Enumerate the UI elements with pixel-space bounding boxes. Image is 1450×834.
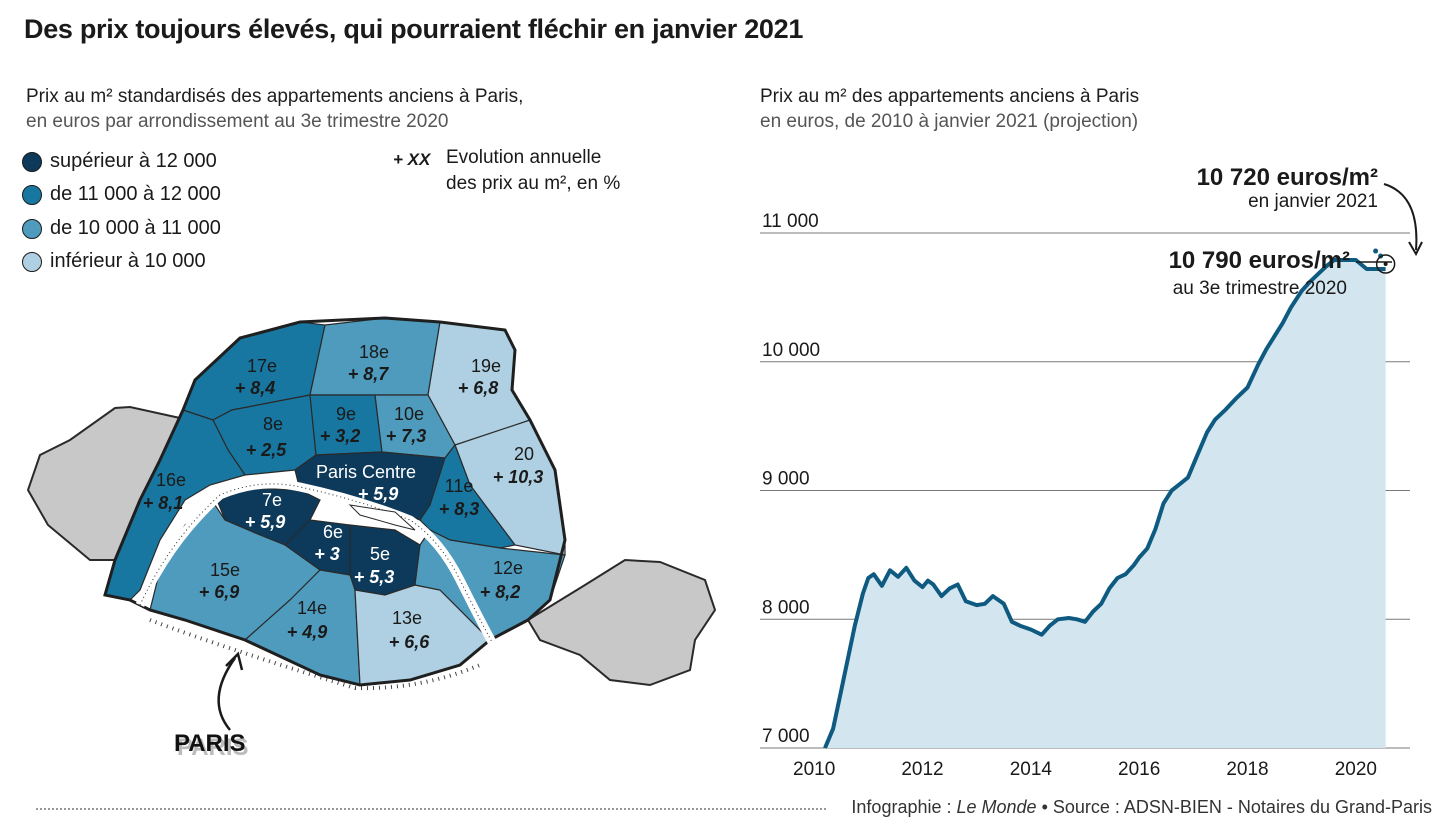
projection-dot: [1373, 248, 1379, 254]
arr-name: 6e: [323, 522, 343, 542]
y-tick-label: 11 000: [762, 211, 819, 232]
x-tick-label: 2016: [1118, 759, 1160, 780]
evolution-line2: des prix au m², en %: [446, 173, 621, 194]
paris-map: 17e + 8,4 18e + 8,7 19e + 6,8 8e + 2,5 9…: [26, 316, 717, 761]
arr-value: + 7,3: [386, 426, 427, 446]
arr-name: 14e: [297, 598, 327, 618]
footer-credit: Infographie : Le Monde • Source : ADSN-B…: [851, 797, 1432, 818]
arr-name: 8e: [263, 414, 283, 434]
x-tick-label: 2010: [793, 759, 835, 780]
arr-value: + 5,3: [354, 567, 395, 587]
legend-swatch: [22, 218, 42, 239]
arr-value: + 8,1: [143, 493, 184, 513]
y-tick-label: 10 000: [762, 340, 820, 361]
ile-de-la-cite: [348, 504, 416, 531]
annotation-january-label: en janvier 2021: [1248, 191, 1378, 212]
arr-value: + 3: [314, 544, 340, 564]
arr-name: 13e: [392, 608, 422, 628]
projection-marker: [1375, 254, 1396, 274]
y-tick-label: 9 000: [762, 469, 810, 490]
arr-value: + 5,9: [245, 512, 286, 532]
map-subtitle-line2: en euros par arrondissement au 3e trimes…: [26, 111, 449, 132]
legend-item: inférieur à 10 000: [22, 250, 206, 273]
legend-swatch: [22, 184, 42, 205]
arr-value: + 6,9: [199, 582, 240, 602]
arr-value: + 6,8: [458, 378, 499, 398]
map-subtitle-line1: Prix au m² standardisés des appartements…: [26, 86, 524, 107]
legend-item: de 10 000 à 11 000: [22, 217, 221, 240]
footer-prefix: Infographie :: [851, 797, 957, 817]
city-label-shadow: PARIS: [177, 734, 249, 761]
arr-name: 9e: [336, 404, 356, 424]
chart-subtitle: en euros, de 2010 à janvier 2021 (projec…: [760, 111, 1139, 132]
projection-marker-center: [1383, 262, 1388, 267]
legend-swatch: [22, 251, 42, 272]
paris-arrow-head: [225, 651, 244, 671]
legend-item: de 11 000 à 12 000: [22, 183, 221, 206]
footer-suffix: • Source : ADSN-BIEN - Notaires du Grand…: [1036, 797, 1432, 817]
legend-swatch: [22, 151, 42, 172]
annotation-q3-value: 10 790 euros/m²: [1169, 247, 1350, 274]
arr-name: 10e: [394, 404, 424, 424]
paris-outline: [103, 316, 567, 687]
city-label: PARIS: [174, 730, 246, 757]
neighbor-east: [526, 558, 717, 687]
arr-name: 11e: [445, 476, 474, 496]
legend-label: inférieur à 10 000: [50, 250, 206, 272]
arr-name: 19e: [471, 356, 501, 376]
arr-value: + 5,9: [358, 484, 399, 504]
legend-item: supérieur à 12 000: [22, 150, 217, 173]
arr-name: 20: [514, 444, 534, 464]
price-area: [825, 260, 1386, 748]
arr-value: + 6,6: [389, 632, 431, 652]
arr-name: 5e: [370, 544, 390, 564]
x-tick-label: 2020: [1335, 759, 1377, 780]
arr-value: + 8,3: [439, 499, 480, 519]
legend-label: supérieur à 12 000: [50, 150, 217, 172]
arr-name: 12e: [493, 558, 523, 578]
evolution-line1: Evolution annuelle: [446, 147, 602, 168]
arr-name: 15e: [210, 560, 240, 580]
page-title: Des prix toujours élevés, qui pourraient…: [24, 14, 804, 44]
annotation-january-arrowhead: [1408, 241, 1423, 257]
arr-value: + 2,5: [246, 440, 288, 460]
x-tick-label: 2012: [901, 759, 943, 780]
arr-value: + 4,9: [287, 622, 328, 642]
evolution-key: + XX: [393, 150, 431, 169]
arr-name: 16e: [156, 470, 186, 490]
arr-name: Paris Centre: [316, 462, 416, 482]
arr-name: 17e: [247, 356, 277, 376]
price-line: [823, 258, 1386, 749]
annotation-january-arrow: [1383, 183, 1418, 251]
arr-value: + 8,2: [480, 582, 521, 602]
arr-value: + 8,4: [235, 378, 276, 398]
arr-value: + 3,2: [320, 426, 361, 446]
y-tick-label: 7 000: [762, 726, 810, 747]
footer-divider: [36, 808, 826, 810]
annotation-january-value: 10 720 euros/m²: [1197, 164, 1378, 191]
chart-title: Prix au m² des appartements anciens à Pa…: [760, 86, 1140, 107]
paris-arrow: [217, 657, 237, 731]
arr-name: 18e: [359, 342, 389, 362]
x-tick-label: 2014: [1010, 759, 1053, 780]
arr-value: + 10,3: [493, 467, 544, 487]
legend-label: de 10 000 à 11 000: [50, 217, 221, 239]
seine-bank: [139, 483, 493, 643]
x-tick-label: 2018: [1226, 759, 1268, 780]
arr-labels: 17e + 8,4 18e + 8,7 19e + 6,8 8e + 2,5 9…: [143, 342, 544, 652]
footer-source-name: Le Monde: [956, 797, 1037, 817]
arr-value: + 8,7: [348, 364, 390, 384]
annotation-q3-label: au 3e trimestre 2020: [1173, 278, 1347, 299]
y-tick-label: 8 000: [762, 597, 810, 618]
arr-name: 7e: [262, 490, 282, 510]
legend-label: de 11 000 à 12 000: [50, 183, 221, 205]
